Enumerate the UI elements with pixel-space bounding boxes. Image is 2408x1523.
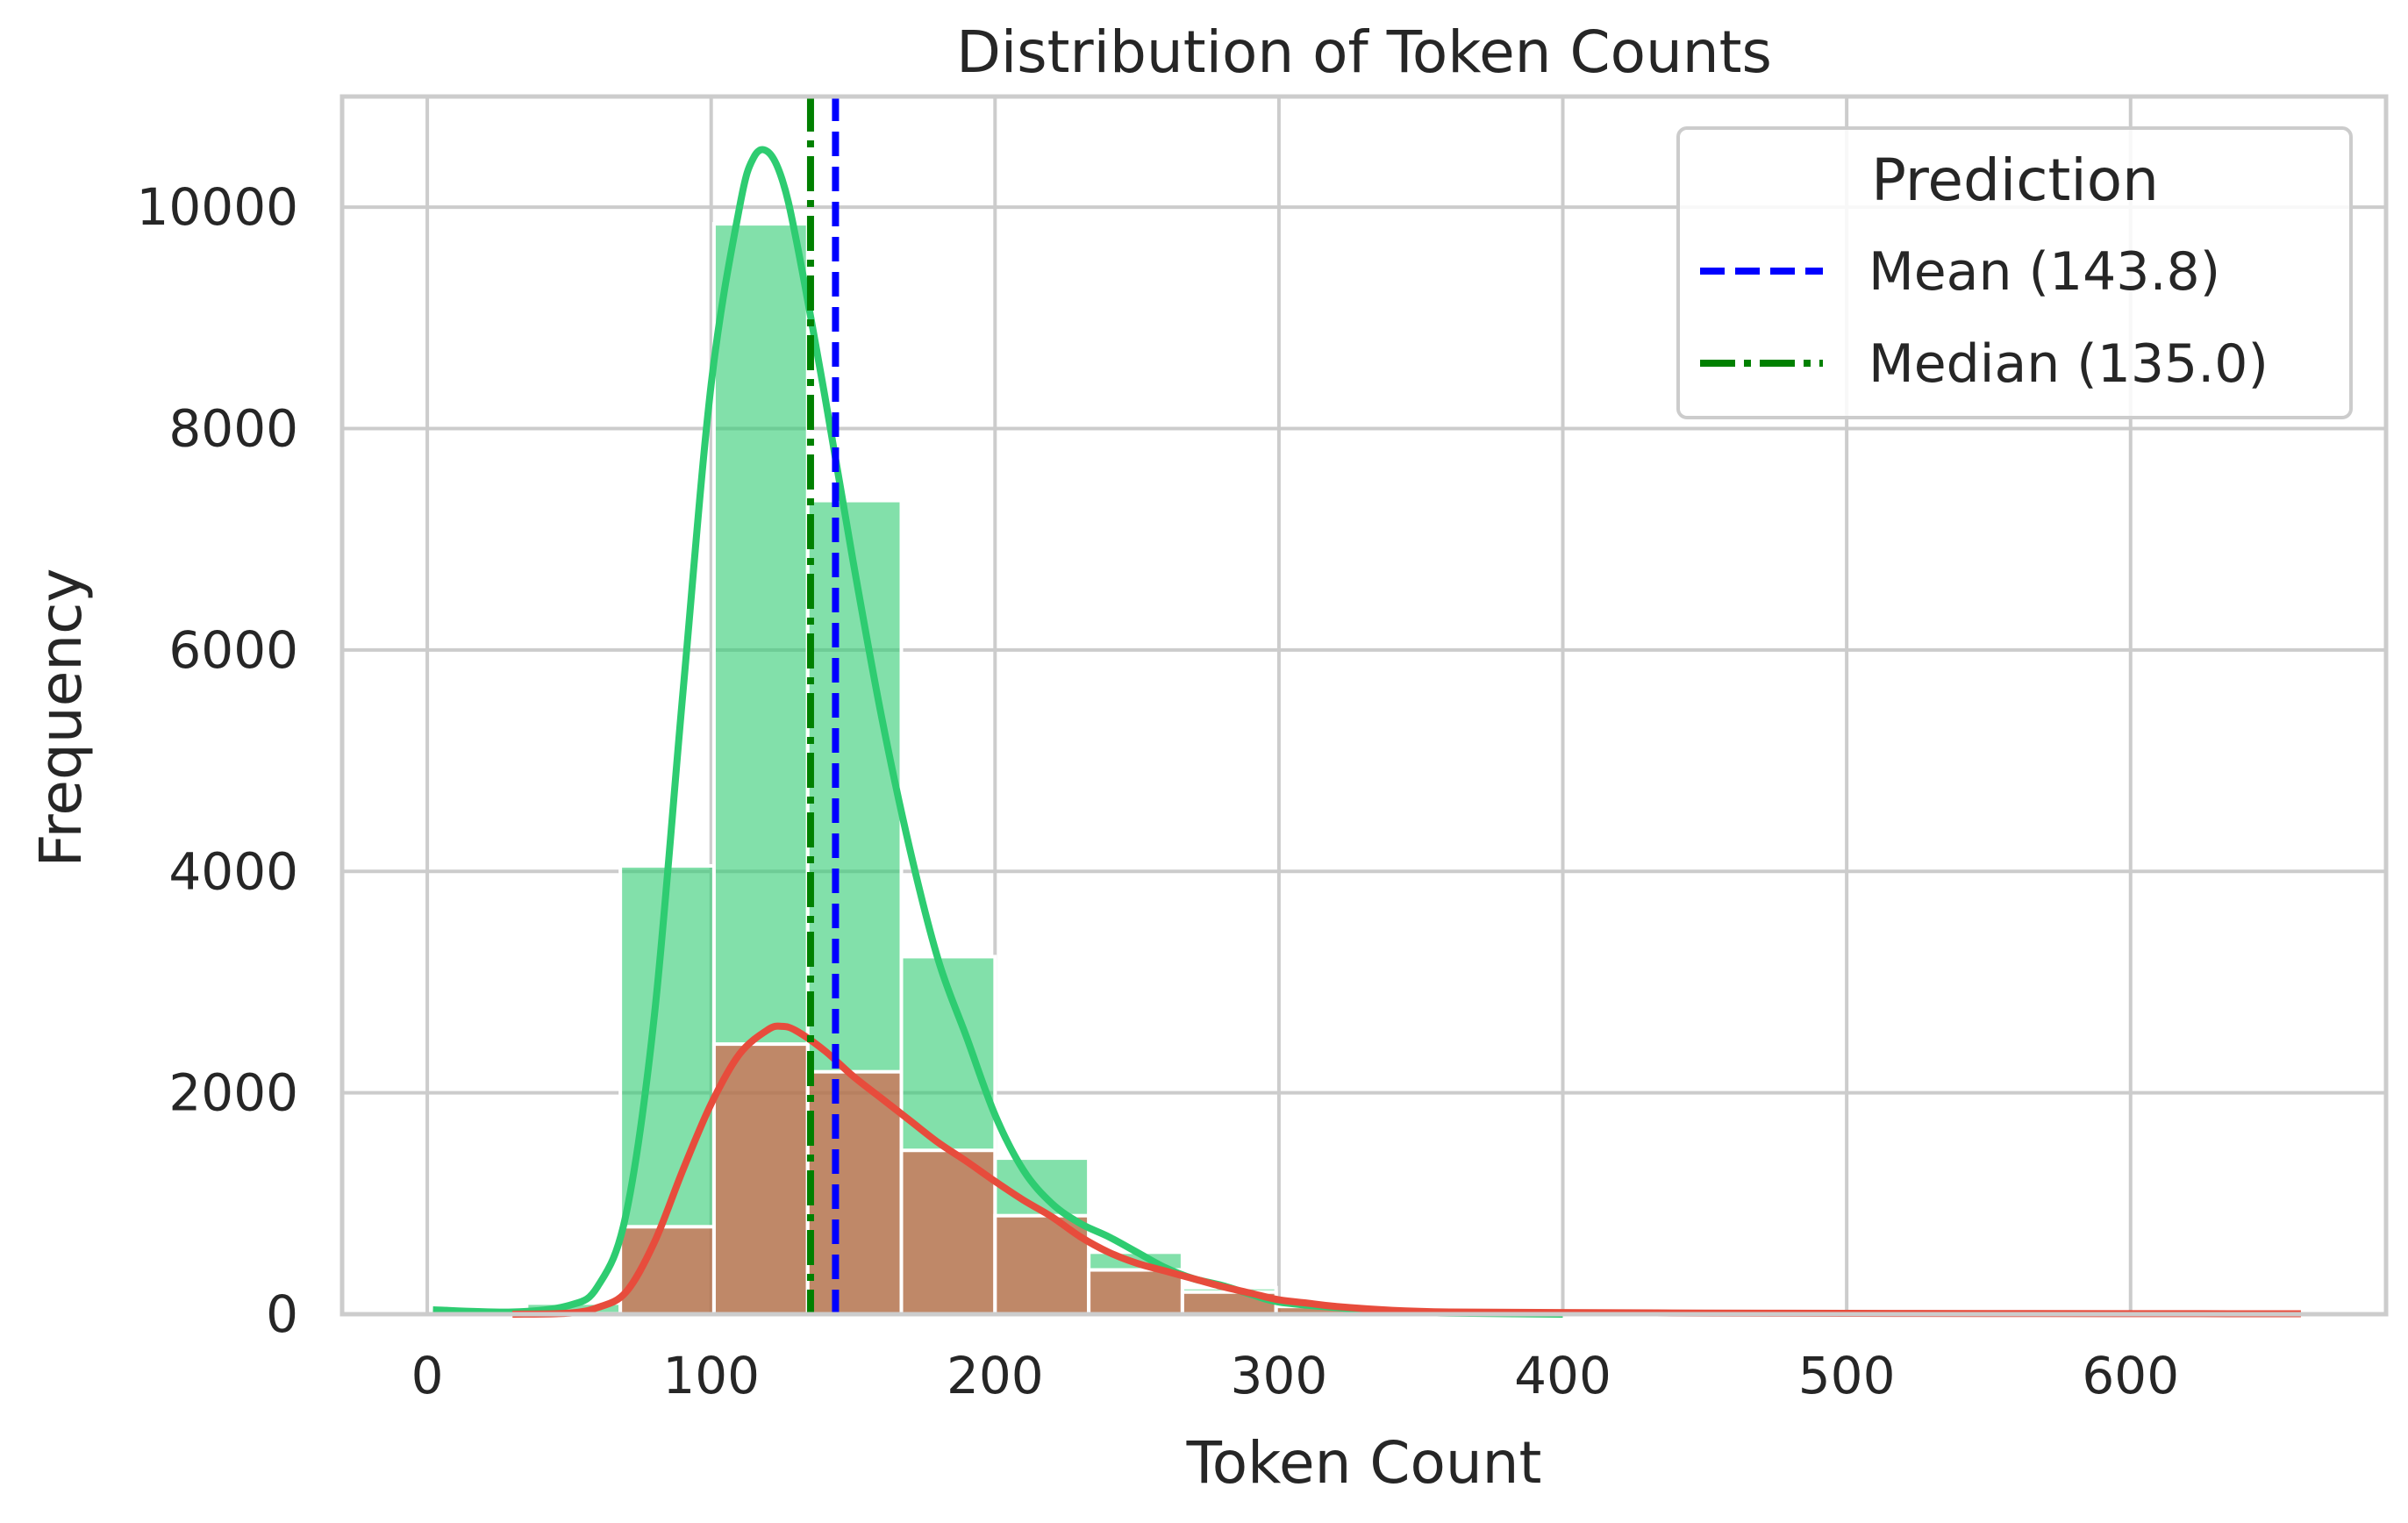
legend-mean-label: Mean (143.8) [1869, 241, 2220, 303]
legend-box [1676, 126, 2353, 419]
summary-lines [806, 97, 840, 1314]
x-tick-label: 0 [411, 1346, 444, 1405]
y-tick-label: 0 [266, 1284, 298, 1344]
x-tick-label: 500 [1798, 1346, 1896, 1405]
x-tick-labels: 0 100 200 300 400 500 600 [411, 1346, 2179, 1405]
legend: Prediction Mean (143.8) Median (135.0) [1676, 126, 2353, 419]
histogram-bar [1087, 1268, 1184, 1316]
y-tick-label: 4000 [168, 841, 298, 901]
plot-frame [339, 94, 2389, 1317]
x-tick-label: 200 [947, 1346, 1044, 1405]
y-tick-label: 10000 [136, 177, 298, 237]
histogram-bar [805, 1069, 904, 1317]
y-tick-labels: 0 2000 4000 6000 8000 10000 [136, 177, 298, 1344]
chart-title: Distribution of Token Counts [956, 18, 1772, 86]
legend-title: Prediction [1871, 147, 2159, 214]
y-axis-title: Frequency [27, 568, 95, 868]
y-tick-label: 2000 [168, 1063, 298, 1123]
histogram-bar [618, 1225, 716, 1317]
y-tick-label: 6000 [168, 620, 298, 680]
histogram-bar [899, 1148, 997, 1316]
x-tick-label: 400 [1514, 1346, 1611, 1405]
x-tick-label: 600 [2082, 1346, 2179, 1405]
x-tick-label: 300 [1231, 1346, 1328, 1405]
histogram-bars [431, 222, 2309, 1317]
y-tick-label: 8000 [168, 399, 298, 459]
x-tick-label: 100 [662, 1346, 760, 1405]
legend-median-label: Median (135.0) [1869, 333, 2269, 395]
kde-curve [432, 146, 1563, 1318]
histogram-bar [711, 1042, 810, 1316]
x-axis-title: Token Count [1186, 1429, 1542, 1497]
